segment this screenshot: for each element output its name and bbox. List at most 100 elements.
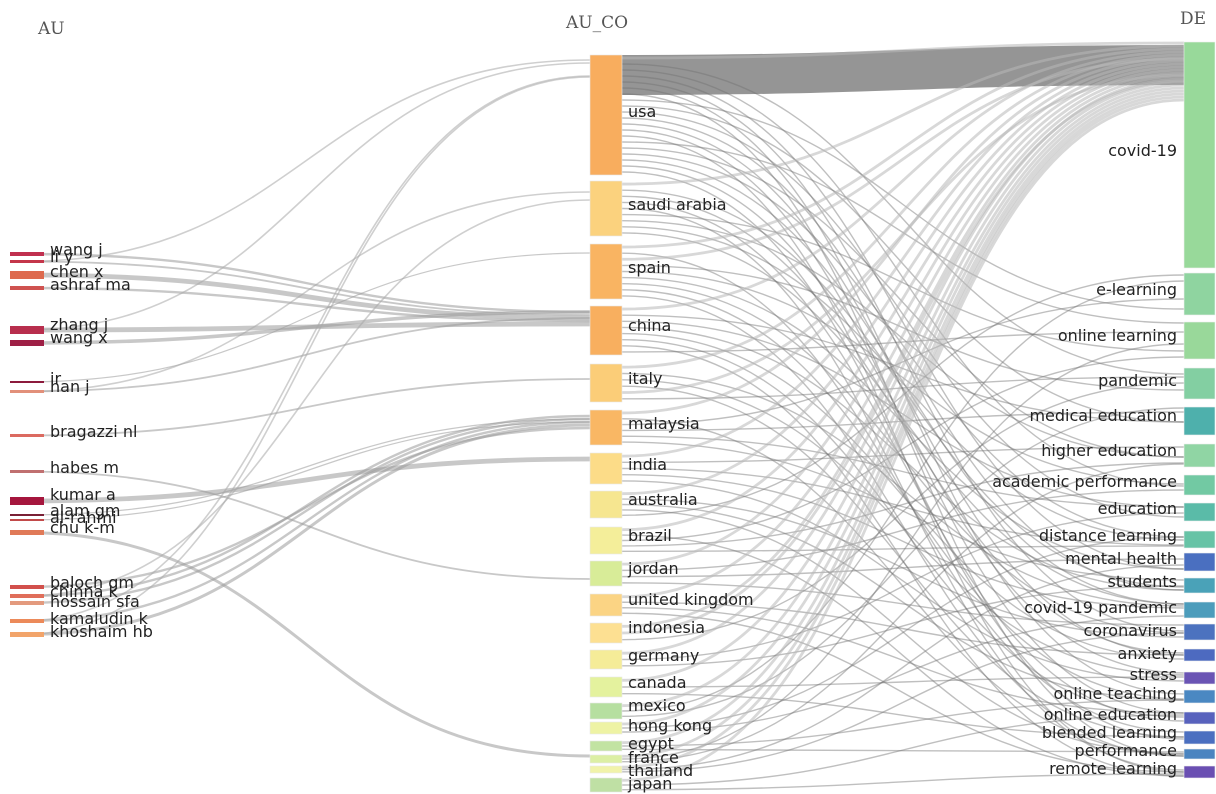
country-node[interactable] <box>589 721 623 735</box>
country-label: malaysia <box>628 414 700 433</box>
author-node[interactable] <box>10 497 44 505</box>
keyword-node[interactable] <box>1183 730 1216 745</box>
link-country-keyword <box>621 512 1185 661</box>
sankey-nodes <box>10 41 1216 793</box>
link-country-keyword <box>621 189 1185 588</box>
author-node[interactable] <box>10 286 44 290</box>
author-node[interactable] <box>10 381 44 383</box>
country-label: japan <box>627 774 672 793</box>
country-node[interactable] <box>589 754 623 764</box>
keyword-node[interactable] <box>1183 443 1216 468</box>
keyword-node[interactable] <box>1183 601 1216 619</box>
keyword-node[interactable] <box>1183 41 1216 269</box>
author-node[interactable] <box>10 514 44 516</box>
link-country-keyword <box>621 692 1185 738</box>
link-country-keyword <box>621 411 1185 432</box>
author-label: al-rahmi <box>50 508 117 527</box>
link-country-keyword <box>621 446 1185 463</box>
keyword-label: academic performance <box>992 472 1177 491</box>
keyword-node[interactable] <box>1183 502 1216 522</box>
country-node[interactable] <box>589 526 623 555</box>
link-country-keyword <box>621 462 1185 547</box>
link-country-keyword <box>621 80 1185 682</box>
country-node[interactable] <box>589 305 623 356</box>
link-country-keyword <box>621 105 1185 423</box>
keyword-node[interactable] <box>1183 406 1216 436</box>
country-node[interactable] <box>589 777 623 793</box>
link-country-keyword <box>621 338 1185 718</box>
author-node[interactable] <box>10 601 44 605</box>
country-node[interactable] <box>589 676 623 698</box>
author-node[interactable] <box>10 470 44 473</box>
link-country-keyword <box>621 382 1185 641</box>
author-node[interactable] <box>10 585 44 589</box>
keyword-node[interactable] <box>1183 711 1216 725</box>
author-label: baloch gm <box>50 573 134 592</box>
link-country-keyword <box>621 343 1185 760</box>
link-country-keyword <box>621 509 1185 755</box>
author-node[interactable] <box>10 594 44 598</box>
author-node[interactable] <box>10 519 44 521</box>
author-node[interactable] <box>10 260 44 263</box>
link-country-keyword <box>621 123 1185 656</box>
country-label: saudi arabia <box>628 195 727 214</box>
keyword-node[interactable] <box>1183 765 1216 779</box>
country-node[interactable] <box>589 765 623 774</box>
link-country-keyword <box>621 44 1185 186</box>
country-node[interactable] <box>589 702 623 720</box>
keyword-node[interactable] <box>1183 623 1216 641</box>
country-label: italy <box>628 369 662 388</box>
country-node[interactable] <box>589 740 623 752</box>
keyword-node[interactable] <box>1183 552 1216 572</box>
link-country-keyword <box>621 135 1185 773</box>
country-node[interactable] <box>589 593 623 617</box>
link-country-keyword <box>621 332 1185 660</box>
country-node[interactable] <box>589 363 623 403</box>
author-node[interactable] <box>10 632 44 637</box>
country-node[interactable] <box>589 490 623 519</box>
country-node[interactable] <box>589 54 623 176</box>
link-author-country <box>21 75 591 622</box>
country-node[interactable] <box>589 560 623 587</box>
country-node[interactable] <box>589 243 623 300</box>
author-node[interactable] <box>10 434 44 437</box>
keyword-label: pandemic <box>1098 371 1177 390</box>
link-country-keyword <box>621 372 1185 607</box>
keyword-label: education <box>1098 499 1177 518</box>
author-node[interactable] <box>10 252 44 256</box>
keyword-node[interactable] <box>1183 748 1216 760</box>
link-author-country <box>21 252 591 314</box>
country-node[interactable] <box>589 452 623 485</box>
keyword-node[interactable] <box>1183 367 1216 400</box>
country-label: india <box>628 455 667 474</box>
link-country-keyword <box>621 62 1185 496</box>
country-node[interactable] <box>589 649 623 670</box>
country-node[interactable] <box>589 409 623 446</box>
keyword-node[interactable] <box>1183 577 1216 594</box>
link-country-keyword <box>621 467 1185 546</box>
link-country-keyword <box>621 99 1185 310</box>
keyword-label: higher education <box>1041 441 1177 460</box>
keyword-node[interactable] <box>1183 689 1216 704</box>
author-node[interactable] <box>10 340 44 346</box>
keyword-label: mental health <box>1065 549 1177 568</box>
author-label: alam gm <box>50 501 120 520</box>
link-country-keyword <box>621 57 1185 261</box>
author-node[interactable] <box>10 271 44 279</box>
keyword-node[interactable] <box>1183 671 1216 685</box>
keyword-node[interactable] <box>1183 272 1216 316</box>
author-node[interactable] <box>10 619 44 623</box>
keyword-label: stress <box>1130 665 1177 684</box>
keyword-node[interactable] <box>1183 321 1216 360</box>
country-node[interactable] <box>589 180 623 237</box>
author-node[interactable] <box>10 390 44 393</box>
country-label: brazil <box>628 526 672 545</box>
keyword-node[interactable] <box>1183 530 1216 549</box>
link-author-country <box>21 272 591 321</box>
keyword-node[interactable] <box>1183 648 1216 662</box>
author-node[interactable] <box>10 326 44 334</box>
keyword-node[interactable] <box>1183 474 1216 496</box>
author-node[interactable] <box>10 530 44 535</box>
country-node[interactable] <box>589 622 623 644</box>
link-country-keyword <box>621 83 1185 708</box>
